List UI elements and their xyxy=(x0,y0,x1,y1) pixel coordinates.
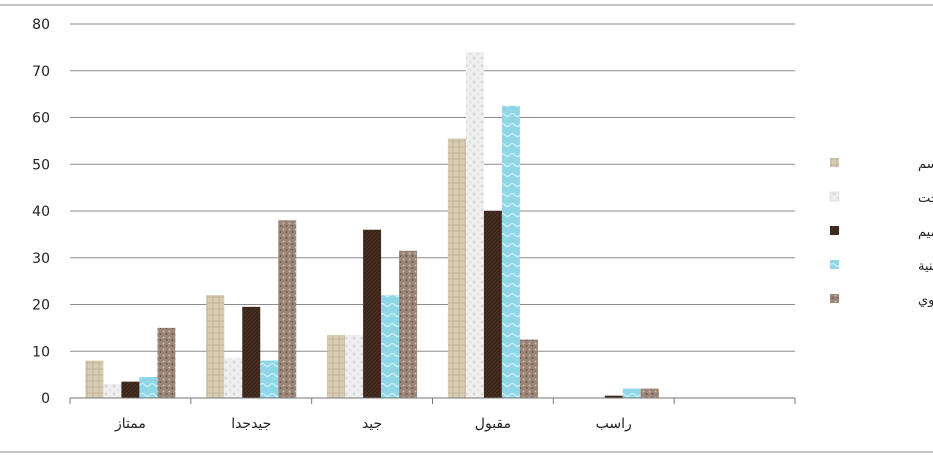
legend-label-3: تصميم xyxy=(918,225,933,240)
bar-4-1 xyxy=(139,376,158,398)
legend-swatch-2 xyxy=(829,191,840,202)
bar-2-1 xyxy=(103,383,122,398)
legend: الرسم نحت تصميم اشغال فنية نسيج يدوي xyxy=(829,157,933,308)
bar-4-2 xyxy=(260,360,279,398)
x-category-label: مقبول xyxy=(475,416,511,432)
legend-swatch-4 xyxy=(830,260,839,269)
bar-5-2 xyxy=(278,220,297,398)
bar-5-5 xyxy=(640,388,659,398)
x-category-label: جيد xyxy=(362,416,382,432)
x-category-label: ممتاز xyxy=(114,416,146,432)
bar-4-5 xyxy=(622,388,641,398)
bar-5-3 xyxy=(399,250,418,398)
bar-5-1 xyxy=(157,327,176,398)
bars xyxy=(85,52,659,399)
bar-2-3 xyxy=(345,334,364,398)
bar-3-3 xyxy=(363,229,382,398)
y-tick-label: 0 xyxy=(41,391,50,407)
x-axis xyxy=(69,397,796,404)
bar-2-2 xyxy=(224,358,243,398)
bar-1-1 xyxy=(85,360,104,398)
y-tick-label: 20 xyxy=(32,298,50,314)
y-axis-tick-labels: 0 10 20 30 40 50 60 70 80 xyxy=(32,17,50,407)
bar-1-4 xyxy=(447,138,466,398)
legend-swatch-1 xyxy=(830,158,839,167)
legend-swatch-3 xyxy=(830,226,839,235)
bar-2-4 xyxy=(465,52,484,399)
legend-label-5: نسيج يدوي xyxy=(918,293,933,308)
y-tick-label: 60 xyxy=(32,111,50,127)
legend-label-4: اشغال فنية xyxy=(918,259,933,274)
legend-label-1: الرسم xyxy=(918,157,933,172)
bar-4-4 xyxy=(501,105,520,398)
bar-4-3 xyxy=(381,295,400,398)
bar-1-2 xyxy=(206,295,225,398)
y-tick-label: 10 xyxy=(32,344,50,360)
bar-5-4 xyxy=(519,339,538,398)
y-tick-label: 80 xyxy=(32,17,50,33)
x-category-label: راسب xyxy=(596,416,632,432)
x-category-label: جيدجدا xyxy=(231,416,271,432)
legend-swatch-5 xyxy=(830,294,839,303)
bar-3-2 xyxy=(242,306,261,398)
bar-3-5 xyxy=(604,395,623,398)
y-tick-label: 50 xyxy=(32,157,50,173)
y-tick-label: 70 xyxy=(32,64,50,80)
bar-3-1 xyxy=(121,381,140,398)
x-axis-category-labels: ممتاز جيدجدا جيد مقبول راسب xyxy=(114,416,632,432)
y-tick-label: 30 xyxy=(32,251,50,267)
bar-1-3 xyxy=(327,334,346,398)
grid-lines xyxy=(70,23,795,352)
bar-3-4 xyxy=(483,211,502,398)
legend-label-2: نحت xyxy=(918,191,933,206)
y-tick-label: 40 xyxy=(32,204,50,220)
